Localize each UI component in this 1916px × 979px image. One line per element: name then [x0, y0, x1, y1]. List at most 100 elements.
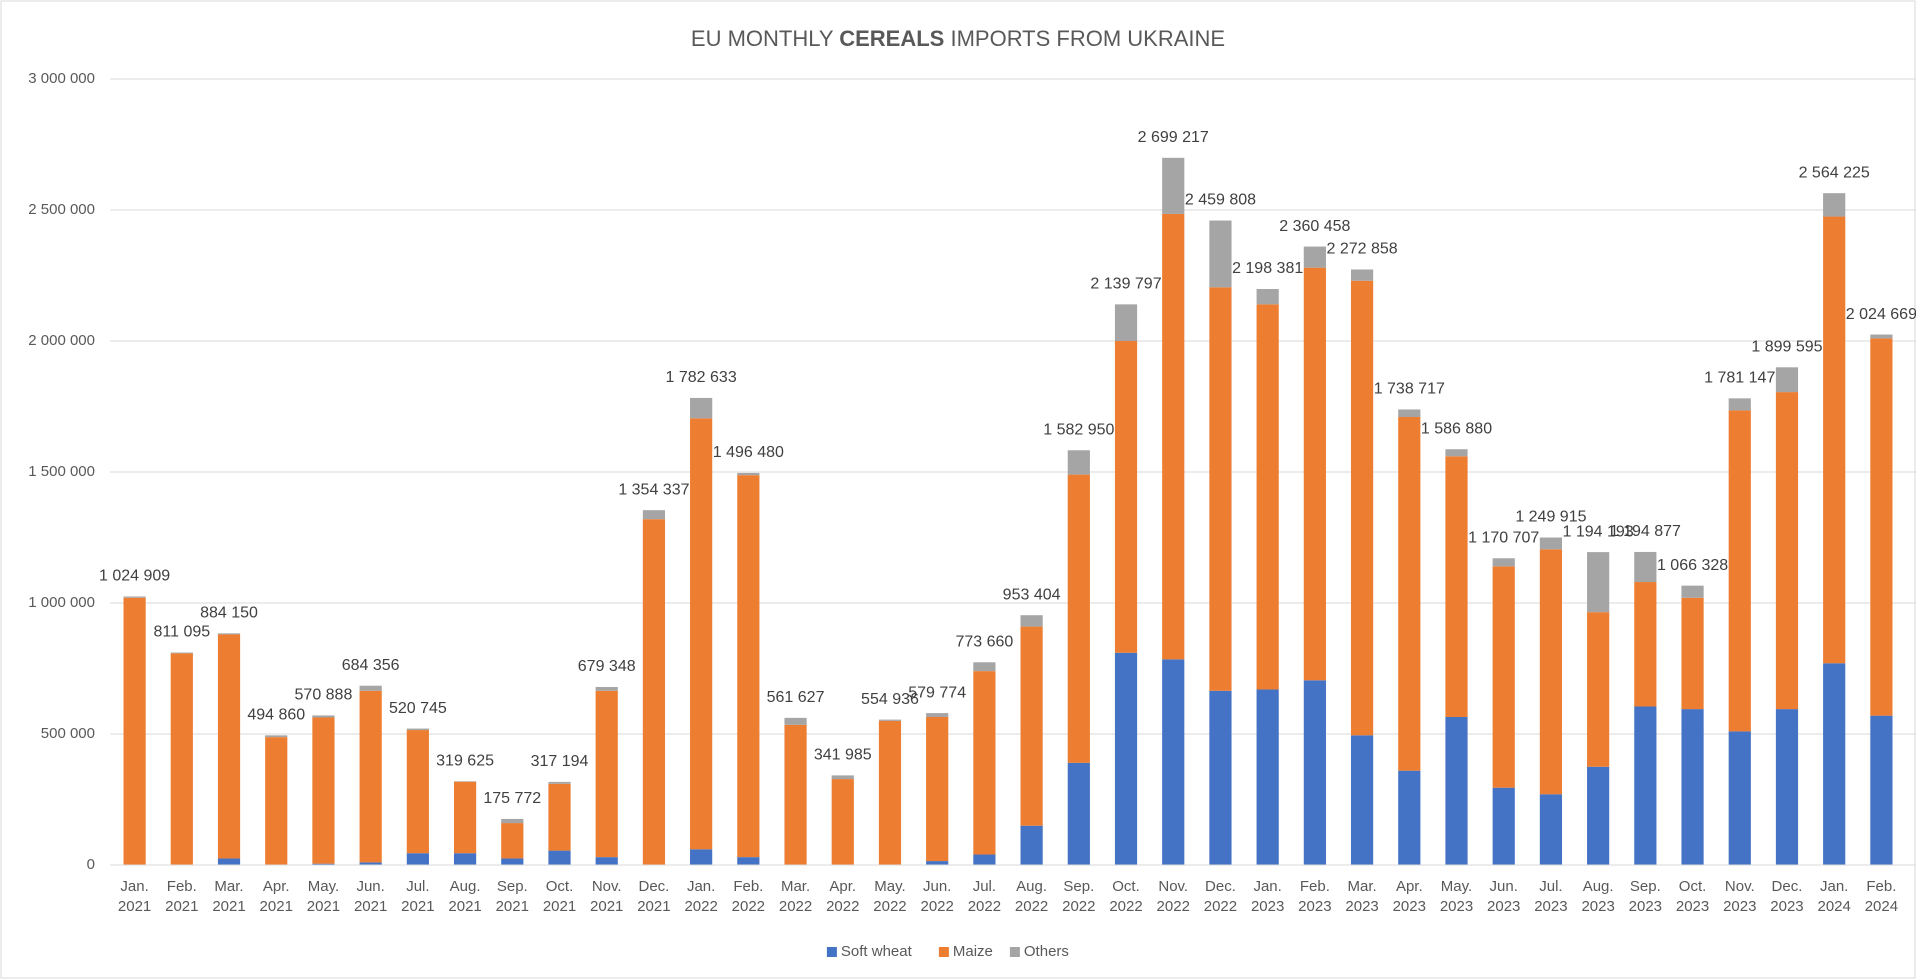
- x-tick-label: Apr.: [263, 878, 290, 895]
- x-tick-label: May.: [874, 878, 905, 895]
- x-tick-label: Dec.: [1772, 878, 1803, 895]
- bar-segment: [1114, 341, 1138, 653]
- x-tick-label: Oct.: [1112, 878, 1140, 895]
- x-tick-label: Feb.: [733, 878, 763, 895]
- x-tick-label: Mar.: [781, 878, 810, 895]
- total-label: 1 194 877: [1610, 523, 1681, 540]
- bar-segment: [1634, 582, 1657, 707]
- bar-segment: [1492, 787, 1515, 865]
- y-tick-label: 2 500 000: [28, 201, 95, 218]
- x-tick-label: Jan.: [687, 878, 715, 895]
- y-tick-label: 500 000: [41, 725, 95, 742]
- bar-segment: [1209, 287, 1232, 691]
- bar-segment: [265, 737, 288, 865]
- bar-segment: [1256, 304, 1279, 690]
- total-label: 494 860: [247, 707, 305, 724]
- total-label: 1 024 909: [99, 568, 170, 585]
- total-label: 953 404: [1003, 586, 1061, 603]
- bar-segment: [1303, 267, 1326, 681]
- x-tick-label: 2023: [1770, 898, 1803, 915]
- bar-segment: [1445, 449, 1468, 457]
- bar-segment: [1398, 409, 1421, 417]
- x-tick-label: Dec.: [1205, 878, 1236, 895]
- bar-segment: [1823, 193, 1846, 217]
- bar-segment: [737, 475, 760, 858]
- bar-segment: [926, 716, 949, 862]
- total-label: 570 888: [295, 687, 353, 704]
- total-label: 2 459 808: [1185, 192, 1256, 209]
- x-tick-label: 2023: [1723, 898, 1756, 915]
- x-tick-label: Jul.: [1539, 878, 1562, 895]
- bar-segment: [1162, 157, 1185, 214]
- x-tick-label: Oct.: [546, 878, 574, 895]
- x-tick-label: 2023: [1298, 898, 1331, 915]
- x-tick-label: 2022: [1109, 898, 1142, 915]
- bar-segment: [595, 857, 618, 865]
- bar-segment: [1067, 762, 1090, 865]
- bar-segment: [595, 690, 618, 858]
- bar-segment: [1398, 770, 1421, 865]
- total-label: 175 772: [483, 790, 541, 807]
- x-tick-label: 2021: [637, 898, 670, 915]
- legend-label: Maize: [953, 943, 993, 960]
- bar-segment: [1681, 597, 1704, 710]
- total-label: 579 774: [908, 684, 966, 701]
- x-tick-label: May.: [1441, 878, 1472, 895]
- total-label: 679 348: [578, 658, 636, 675]
- bar-segment: [1350, 280, 1374, 736]
- bar-segment: [548, 783, 571, 851]
- x-tick-label: 2021: [165, 898, 198, 915]
- legend-swatch: [826, 947, 837, 957]
- bar-segment: [501, 823, 524, 859]
- bar-segment: [784, 724, 807, 865]
- bar-segment: [453, 781, 477, 854]
- bar-segment: [926, 861, 949, 865]
- bar-segment: [831, 775, 854, 780]
- bar-segment: [548, 850, 571, 865]
- x-tick-label: Jun.: [356, 878, 384, 895]
- x-tick-label: Mar.: [1347, 878, 1376, 895]
- bar-segment: [642, 510, 666, 520]
- bar-segment: [312, 715, 335, 718]
- x-tick-label: Oct.: [1679, 878, 1707, 895]
- bar-segment: [690, 849, 713, 865]
- total-label: 319 625: [436, 752, 494, 769]
- x-tick-label: Feb.: [1866, 878, 1896, 895]
- x-tick-label: 2021: [448, 898, 481, 915]
- bar-segment: [548, 781, 571, 784]
- legend-label: Soft wheat: [841, 943, 913, 960]
- bar-segment: [1634, 706, 1657, 865]
- bar-segment: [1020, 626, 1043, 826]
- bar-segment: [737, 472, 760, 476]
- bar-segment: [170, 652, 193, 654]
- bar-segment: [1209, 690, 1232, 865]
- bar-segment: [1492, 558, 1515, 567]
- total-label: 1 586 880: [1421, 420, 1492, 437]
- bar-segment: [1587, 552, 1610, 613]
- x-tick-label: Jun.: [923, 878, 951, 895]
- bar-segment: [1067, 450, 1090, 475]
- x-tick-label: 2021: [496, 898, 529, 915]
- x-tick-label: Jun.: [1490, 878, 1518, 895]
- bar-segment: [1539, 537, 1563, 550]
- bar-segment: [690, 397, 713, 419]
- bar-segment: [690, 418, 713, 850]
- total-label: 2 564 225: [1799, 164, 1870, 181]
- bar-segment: [1398, 416, 1421, 771]
- bar-segment: [642, 519, 666, 865]
- x-tick-label: 2023: [1676, 898, 1709, 915]
- total-label: 1 249 915: [1515, 509, 1586, 526]
- bar-segment: [1067, 474, 1090, 763]
- bar-segment: [1162, 659, 1185, 865]
- x-tick-label: Jul.: [973, 878, 996, 895]
- bar-segment: [1350, 735, 1374, 865]
- total-label: 520 745: [389, 700, 447, 717]
- bar-segment: [1870, 338, 1893, 716]
- total-label: 2 198 381: [1232, 260, 1303, 277]
- x-tick-label: Nov.: [1158, 878, 1188, 895]
- x-tick-label: Jan.: [1253, 878, 1281, 895]
- total-label: 341 985: [814, 747, 872, 764]
- total-label: 561 627: [767, 689, 825, 706]
- bar-segment: [1681, 709, 1704, 865]
